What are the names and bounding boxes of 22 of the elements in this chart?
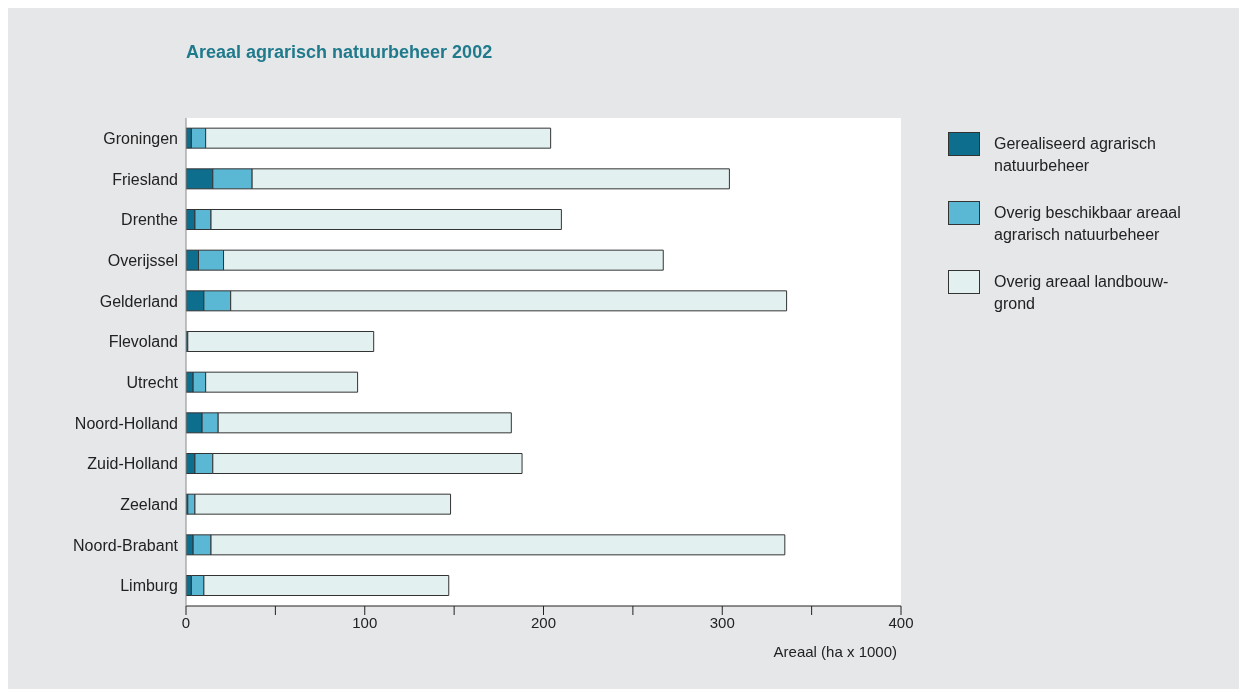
x-tick-label: 400 bbox=[888, 613, 914, 631]
y-tick-label: Noord-Brabant bbox=[73, 536, 179, 554]
y-tick-label: Drenthe bbox=[121, 211, 179, 229]
y-tick-label: Zuid-Holland bbox=[87, 455, 178, 473]
x-tick-label: 100 bbox=[352, 613, 378, 631]
legend-label: Overig beschikbaar areaal agrarisch natuurbeheer bbox=[994, 203, 1182, 245]
y-tick-label: Overijssel bbox=[107, 252, 178, 270]
x-axis-title: Areaal (ha x 1000) bbox=[773, 643, 897, 660]
y-tick-label: Groningen bbox=[103, 130, 178, 148]
legend-label: Gerealiseerd agrarisch natuurbeheer bbox=[994, 134, 1157, 176]
y-tick-label: Noord-Holland bbox=[74, 414, 178, 432]
chart-title: Areaal agrarisch natuurbeheer 2002 bbox=[186, 42, 493, 63]
y-tick-label: Friesland bbox=[112, 170, 178, 188]
x-tick-label: 200 bbox=[530, 613, 557, 631]
x-tick-label: 0 bbox=[181, 613, 191, 631]
y-tick-label: Gelderland bbox=[99, 292, 178, 310]
legend-label: Overig areaal landbouw-grond bbox=[994, 272, 1170, 314]
y-tick-label: Zeeland bbox=[120, 496, 178, 514]
x-tick-label: 300 bbox=[709, 613, 735, 631]
y-tick-label: Utrecht bbox=[126, 374, 179, 392]
y-tick-label: Limburg bbox=[120, 577, 178, 595]
y-tick-label: Flevoland bbox=[108, 333, 178, 351]
